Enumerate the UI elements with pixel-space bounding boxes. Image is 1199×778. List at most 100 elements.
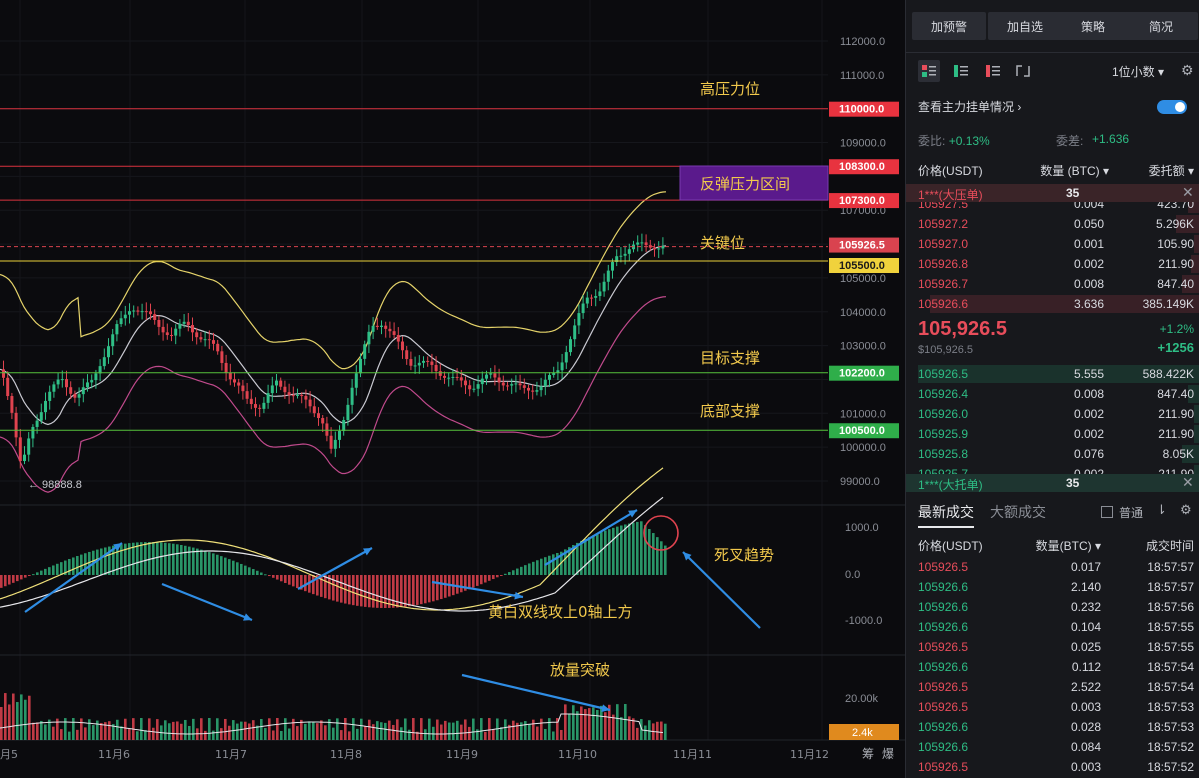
bid-row[interactable]: 105925.8 0.076 8.05K bbox=[906, 444, 1199, 464]
normal-checkbox[interactable] bbox=[1101, 506, 1113, 518]
bids-only-view-icon[interactable] bbox=[950, 60, 972, 82]
main-orders-toggle[interactable] bbox=[1157, 100, 1187, 114]
trade-row: 105926.5 0.003 18:57:53 bbox=[906, 697, 1199, 717]
trade-time: 18:57:56 bbox=[1147, 600, 1194, 614]
add-alert-button[interactable]: 加预警 bbox=[912, 12, 986, 40]
macd-histogram-bar bbox=[52, 565, 55, 575]
chart-area[interactable]: 1000.0 0.0 -1000.0 20.00k 2.4k 112000.0 1110… bbox=[0, 0, 905, 778]
macd-histogram-bar bbox=[364, 575, 367, 607]
candle-body bbox=[212, 340, 215, 344]
ob-qty-header[interactable]: 数量 (BTC) ▾ bbox=[1040, 164, 1109, 178]
caret-down-icon: ▾ bbox=[1102, 164, 1109, 178]
price-tag-bg bbox=[829, 237, 899, 253]
main-orders-label: 查看主力挂单情况 bbox=[918, 100, 1015, 114]
macd-histogram-bar bbox=[504, 573, 507, 575]
close-icon[interactable]: ✕ bbox=[1182, 474, 1194, 490]
trade-price: 105926.6 bbox=[918, 620, 969, 634]
settings-gear-icon[interactable]: ⚙ bbox=[1180, 502, 1192, 517]
filter-icon[interactable]: ⇂ bbox=[1156, 502, 1167, 517]
x-axis-label: 11月7 bbox=[215, 748, 247, 761]
price-chart[interactable]: 1000.0 0.0 -1000.0 20.00k 2.4k 112000.0 1110… bbox=[0, 0, 905, 778]
macd-histogram-bar bbox=[484, 575, 487, 583]
price-tag: 100500.0 bbox=[839, 425, 885, 437]
tab-large-trades[interactable]: 大额成交 bbox=[990, 504, 1046, 520]
add-watchlist-button[interactable]: 加自选 bbox=[988, 12, 1062, 40]
trade-time: 18:57:55 bbox=[1147, 620, 1194, 634]
ask-price: 105926.8 bbox=[918, 257, 969, 271]
macd-histogram-bar bbox=[244, 565, 247, 575]
candle-body bbox=[606, 270, 610, 282]
price-tag: 108300.0 bbox=[839, 161, 885, 173]
volume-bar bbox=[660, 721, 663, 740]
candle-body bbox=[518, 383, 522, 386]
candle-body bbox=[157, 319, 161, 327]
macd-histogram-bar bbox=[156, 542, 159, 575]
bid-qty: 0.002 bbox=[1073, 427, 1104, 441]
macd-histogram-bar bbox=[600, 532, 603, 575]
summary-button[interactable]: 简况 bbox=[1124, 12, 1198, 40]
both-sides-view-icon[interactable] bbox=[918, 60, 940, 82]
macd-histogram-bar bbox=[660, 541, 663, 575]
macd-histogram-bar bbox=[604, 530, 607, 575]
big-ask-bar[interactable]: 1***(大压单) 35 ✕ bbox=[906, 184, 1199, 202]
decimal-select[interactable]: 1位小数 ▾ bbox=[1112, 65, 1165, 79]
macd-histogram-bar bbox=[512, 570, 515, 575]
macd-histogram-bar bbox=[556, 552, 559, 575]
candle-body bbox=[31, 426, 35, 439]
candle-body bbox=[144, 311, 148, 313]
ask-row[interactable]: 105926.6 3.636 385.149K bbox=[906, 294, 1199, 314]
ask-row[interactable]: 105927.2 0.050 5.296K bbox=[906, 214, 1199, 234]
macd-histogram-bar bbox=[404, 575, 407, 607]
price-axis: 112000.0 111000.0 109000.0 107000.0 105000.0… bbox=[0, 36, 899, 761]
volume-bar bbox=[524, 721, 527, 740]
macd-histogram-bar bbox=[128, 543, 131, 575]
candle-body bbox=[228, 372, 232, 380]
macd-histogram-bar bbox=[500, 575, 503, 576]
trade-time: 18:57:57 bbox=[1147, 560, 1194, 574]
volume-bar bbox=[88, 719, 91, 740]
candle-body bbox=[18, 437, 22, 462]
bid-row[interactable]: 105926.0 0.002 211.90 bbox=[906, 404, 1199, 424]
tab-latest-trades[interactable]: 最新成交 bbox=[918, 504, 974, 528]
trade-qty-header[interactable]: 数量(BTC) ▾ bbox=[1035, 539, 1101, 553]
macd-histogram-bar bbox=[568, 547, 571, 575]
annotation-arrow bbox=[544, 509, 638, 566]
candle-body bbox=[174, 328, 178, 336]
volume-bar bbox=[580, 706, 583, 740]
arrow-head bbox=[363, 548, 372, 556]
asks-only-view-icon[interactable] bbox=[982, 60, 1004, 82]
bid-row[interactable]: 105926.4 0.008 847.40 bbox=[906, 384, 1199, 404]
ask-total: 105.90 bbox=[1157, 237, 1194, 251]
candle-body bbox=[405, 350, 409, 360]
close-icon[interactable]: ✕ bbox=[1182, 184, 1194, 200]
settings-gear-icon[interactable]: ⚙ bbox=[1181, 62, 1194, 78]
depth-view-icon[interactable] bbox=[1012, 60, 1034, 82]
macd-histogram-bar bbox=[492, 575, 495, 580]
macd-histogram-bar bbox=[348, 575, 351, 605]
volume-bar bbox=[248, 723, 251, 740]
y-axis-label: 105000.0 bbox=[840, 273, 886, 285]
candle-body bbox=[2, 369, 5, 378]
macd-histogram-bar bbox=[204, 550, 207, 575]
side-panel: 加预警 加自选 策略 简况 1位小数 ▾ ⚙ 查看主力挂单情况 › 委比: +0… bbox=[905, 0, 1199, 778]
annotation-arrow bbox=[161, 582, 253, 622]
strategy-button[interactable]: 策略 bbox=[1056, 12, 1130, 40]
macd-histogram-bar bbox=[212, 553, 215, 575]
macd-histogram-bar bbox=[648, 529, 651, 575]
candle-body bbox=[123, 314, 127, 319]
trade-qty: 2.140 bbox=[1070, 580, 1101, 594]
big-bid-bar[interactable]: 1***(大托单) 35 ✕ bbox=[906, 474, 1199, 492]
ask-row[interactable]: 105926.8 0.002 211.90 bbox=[906, 254, 1199, 274]
volume-bar bbox=[180, 723, 183, 740]
bid-total: 8.05K bbox=[1162, 447, 1194, 461]
volume-bar bbox=[84, 727, 87, 740]
bid-row[interactable]: 105925.9 0.002 211.90 bbox=[906, 424, 1199, 444]
bid-row[interactable]: 105926.5 5.555 588.422K bbox=[906, 364, 1199, 384]
candle-body bbox=[94, 373, 98, 381]
ob-total-header[interactable]: 委托额 ▾ bbox=[1148, 164, 1194, 178]
big-bid-qty: 35 bbox=[1066, 476, 1080, 490]
volume-bar bbox=[484, 731, 487, 740]
volume-bar bbox=[68, 731, 71, 740]
ask-row[interactable]: 105926.7 0.008 847.40 bbox=[906, 274, 1199, 294]
ask-row[interactable]: 105927.0 0.001 105.90 bbox=[906, 234, 1199, 254]
